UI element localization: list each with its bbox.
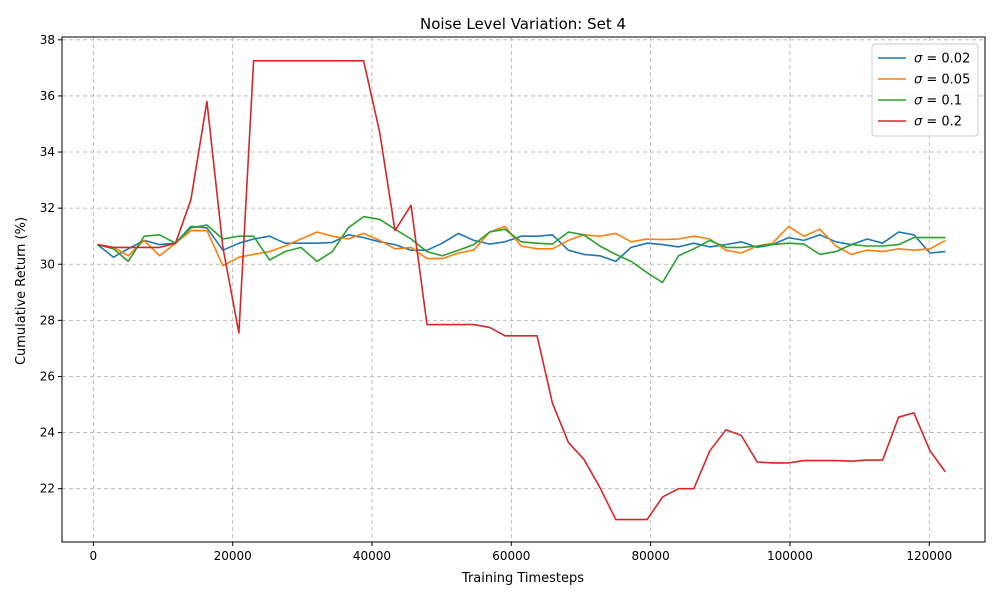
series-line-4 xyxy=(97,59,946,521)
y-tick-label: 30 xyxy=(40,257,55,271)
y-tick-label: 22 xyxy=(40,482,55,496)
legend-label-value: 0.2 xyxy=(941,115,962,130)
y-tick-label: 38 xyxy=(40,33,55,47)
x-tick-label: 40000 xyxy=(353,549,391,563)
x-tick-label: 120000 xyxy=(906,549,952,563)
legend-label-value: 0.05 xyxy=(941,73,970,88)
legend-label-symbol: σ = xyxy=(914,115,941,130)
y-axis-label: Cumulative Return (%) xyxy=(14,217,29,365)
y-tick-label: 34 xyxy=(40,145,55,159)
tick-layer: 0 20000 40000 60000 80000 100000 120000 22 24 26 2… xyxy=(40,33,952,563)
series-line-1 xyxy=(97,225,946,263)
legend-label-symbol: σ = xyxy=(914,94,941,109)
series-line-2 xyxy=(97,225,946,267)
x-tick-label: 60000 xyxy=(492,549,530,563)
chart-title: Noise Level Variation: Set 4 xyxy=(420,15,626,33)
y-tick-label: 28 xyxy=(40,313,55,327)
legend-box xyxy=(871,43,979,137)
x-tick-label: 20000 xyxy=(214,549,252,563)
series-layer xyxy=(97,59,946,521)
x-tick-label: 0 xyxy=(90,549,98,563)
legend: σ = 0.02σ = 0.05σ = 0.1σ = 0.2 xyxy=(871,43,979,137)
legend-label-symbol: σ = xyxy=(914,73,941,88)
legend-label-value: 0.02 xyxy=(941,52,970,67)
legend-label: σ = 0.1 xyxy=(914,94,962,109)
legend-label-symbol: σ = xyxy=(914,52,941,67)
plot-frame xyxy=(61,36,986,543)
legend-label: σ = 0.02 xyxy=(914,52,970,67)
y-tick-label: 32 xyxy=(40,201,55,215)
x-tick-label: 80000 xyxy=(632,549,670,563)
series-line-3 xyxy=(97,215,946,284)
y-tick-label: 36 xyxy=(40,89,55,103)
legend-label-value: 0.1 xyxy=(941,94,962,109)
y-tick-label: 26 xyxy=(40,369,55,383)
y-tick-label: 24 xyxy=(40,426,55,440)
grid-layer xyxy=(62,37,985,542)
legend-label: σ = 0.05 xyxy=(914,73,970,88)
x-tick-label: 100000 xyxy=(767,549,813,563)
x-axis-label: Training Timesteps xyxy=(461,571,584,586)
legend-label: σ = 0.2 xyxy=(914,115,962,130)
